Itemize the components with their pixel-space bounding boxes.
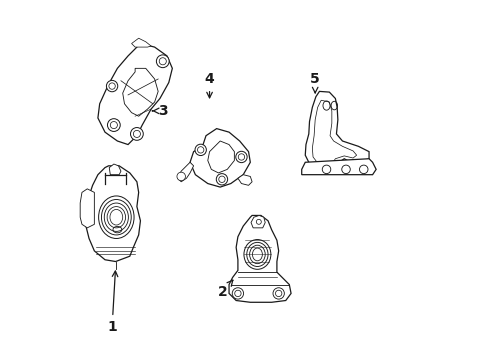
Circle shape [177,172,185,181]
Circle shape [156,55,169,68]
Polygon shape [312,100,357,165]
Circle shape [235,290,241,297]
Circle shape [219,176,225,183]
Polygon shape [305,91,369,169]
Polygon shape [178,162,194,182]
Polygon shape [109,164,121,175]
Circle shape [232,288,244,299]
Circle shape [216,174,228,185]
Circle shape [256,219,261,224]
Circle shape [195,144,206,156]
Circle shape [106,80,118,92]
Circle shape [342,165,350,174]
Circle shape [107,119,120,131]
Polygon shape [122,68,158,116]
Polygon shape [251,215,265,228]
Text: 4: 4 [205,72,215,98]
Circle shape [360,165,368,174]
Polygon shape [229,215,291,302]
Circle shape [133,130,141,138]
Polygon shape [302,159,376,175]
Circle shape [238,154,245,160]
Circle shape [322,165,331,174]
Circle shape [273,288,284,299]
Polygon shape [80,189,95,228]
Circle shape [130,127,143,140]
Text: 5: 5 [310,72,320,93]
Polygon shape [238,175,252,185]
Polygon shape [208,141,234,173]
Circle shape [236,151,247,163]
Circle shape [109,83,115,89]
Polygon shape [132,38,151,47]
Text: 3: 3 [152,104,168,118]
Circle shape [159,58,166,65]
Polygon shape [98,44,172,145]
Polygon shape [85,166,141,261]
Polygon shape [190,129,250,187]
Text: 1: 1 [107,271,118,334]
Text: 2: 2 [218,280,233,299]
Circle shape [197,147,204,153]
Circle shape [275,290,282,297]
Circle shape [110,122,118,129]
